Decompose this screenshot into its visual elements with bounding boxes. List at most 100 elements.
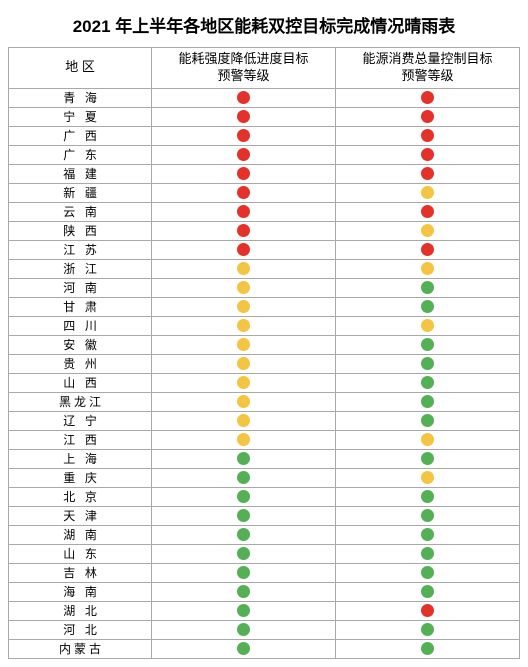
total-cell: [336, 145, 520, 164]
intensity-status-dot: [237, 471, 250, 484]
total-cell: [336, 88, 520, 107]
region-cell: 云南: [9, 202, 152, 221]
total-status-dot: [421, 110, 434, 123]
region-cell: 青海: [9, 88, 152, 107]
total-status-dot: [421, 186, 434, 199]
region-cell: 新疆: [9, 183, 152, 202]
table-row: 吉林: [9, 563, 520, 582]
region-cell: 黑龙江: [9, 392, 152, 411]
intensity-status-dot: [237, 509, 250, 522]
intensity-status-dot: [237, 262, 250, 275]
region-cell: 吉林: [9, 563, 152, 582]
intensity-cell: [152, 506, 336, 525]
total-cell: [336, 240, 520, 259]
table-row: 辽宁: [9, 411, 520, 430]
total-status-dot: [421, 243, 434, 256]
intensity-status-dot: [237, 167, 250, 180]
region-cell: 北京: [9, 487, 152, 506]
total-status-dot: [421, 566, 434, 579]
intensity-cell: [152, 183, 336, 202]
total-status-dot: [421, 205, 434, 218]
table-row: 重庆: [9, 468, 520, 487]
total-cell: [336, 582, 520, 601]
total-status-dot: [421, 129, 434, 142]
region-cell: 天津: [9, 506, 152, 525]
table-row: 江西: [9, 430, 520, 449]
intensity-cell: [152, 88, 336, 107]
intensity-cell: [152, 544, 336, 563]
total-cell: [336, 411, 520, 430]
table-row: 江苏: [9, 240, 520, 259]
intensity-cell: [152, 202, 336, 221]
intensity-status-dot: [237, 490, 250, 503]
table-row: 新疆: [9, 183, 520, 202]
intensity-cell: [152, 164, 336, 183]
intensity-status-dot: [237, 433, 250, 446]
total-cell: [336, 639, 520, 658]
total-cell: [336, 525, 520, 544]
total-cell: [336, 259, 520, 278]
total-cell: [336, 392, 520, 411]
table-row: 陕西: [9, 221, 520, 240]
total-status-dot: [421, 585, 434, 598]
table-row: 宁夏: [9, 107, 520, 126]
intensity-status-dot: [237, 452, 250, 465]
intensity-status-dot: [237, 357, 250, 370]
total-cell: [336, 297, 520, 316]
table-row: 贵州: [9, 354, 520, 373]
total-cell: [336, 183, 520, 202]
total-status-dot: [421, 91, 434, 104]
region-cell: 广西: [9, 126, 152, 145]
region-cell: 广东: [9, 145, 152, 164]
table-row: 湖南: [9, 525, 520, 544]
table-row: 广西: [9, 126, 520, 145]
total-status-dot: [421, 300, 434, 313]
region-cell: 山东: [9, 544, 152, 563]
intensity-cell: [152, 373, 336, 392]
total-status-dot: [421, 623, 434, 636]
total-cell: [336, 487, 520, 506]
total-cell: [336, 335, 520, 354]
table-row: 海南: [9, 582, 520, 601]
total-status-dot: [421, 604, 434, 617]
intensity-cell: [152, 107, 336, 126]
intensity-cell: [152, 392, 336, 411]
table-row: 山东: [9, 544, 520, 563]
total-cell: [336, 354, 520, 373]
table-row: 福建: [9, 164, 520, 183]
intensity-status-dot: [237, 528, 250, 541]
intensity-status-dot: [237, 129, 250, 142]
intensity-cell: [152, 639, 336, 658]
intensity-status-dot: [237, 110, 250, 123]
total-status-dot: [421, 395, 434, 408]
total-cell: [336, 506, 520, 525]
region-cell: 江苏: [9, 240, 152, 259]
total-cell: [336, 126, 520, 145]
region-cell: 辽宁: [9, 411, 152, 430]
intensity-status-dot: [237, 91, 250, 104]
table-row: 安徽: [9, 335, 520, 354]
intensity-cell: [152, 335, 336, 354]
total-cell: [336, 373, 520, 392]
total-status-dot: [421, 319, 434, 332]
total-status-dot: [421, 224, 434, 237]
region-cell: 安徽: [9, 335, 152, 354]
intensity-status-dot: [237, 300, 250, 313]
intensity-cell: [152, 430, 336, 449]
total-status-dot: [421, 490, 434, 503]
total-cell: [336, 164, 520, 183]
total-cell: [336, 620, 520, 639]
total-cell: [336, 468, 520, 487]
total-status-dot: [421, 281, 434, 294]
total-status-dot: [421, 376, 434, 389]
total-cell: [336, 202, 520, 221]
intensity-status-dot: [237, 623, 250, 636]
total-status-dot: [421, 414, 434, 427]
total-cell: [336, 316, 520, 335]
intensity-cell: [152, 487, 336, 506]
total-cell: [336, 601, 520, 620]
table-row: 湖北: [9, 601, 520, 620]
region-cell: 湖南: [9, 525, 152, 544]
total-status-dot: [421, 148, 434, 161]
intensity-cell: [152, 601, 336, 620]
